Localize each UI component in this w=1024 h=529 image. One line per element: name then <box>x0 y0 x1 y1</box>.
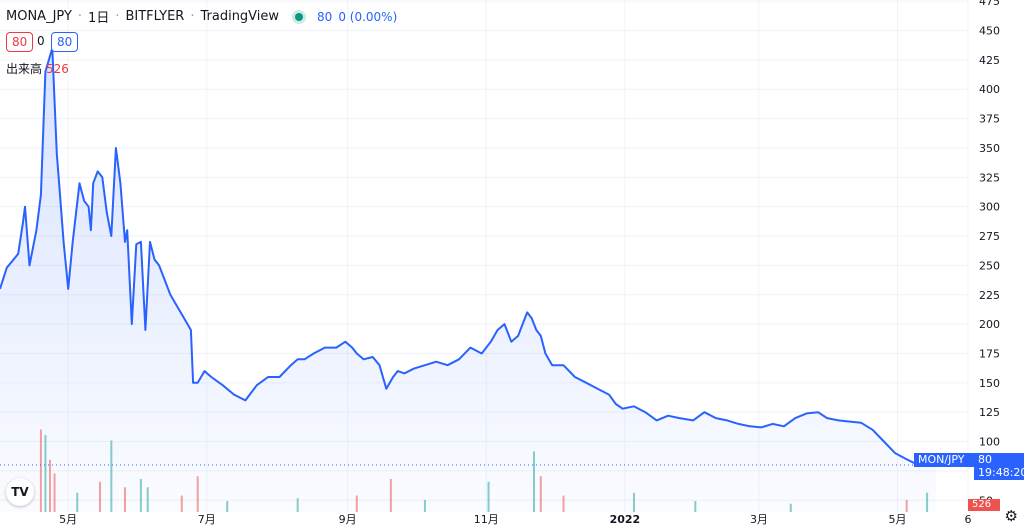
x-tick-label: 3月 <box>750 513 768 526</box>
spread-value: 0 <box>37 32 45 50</box>
sell-button[interactable]: 80 <box>6 32 34 52</box>
x-tick-label: 6 <box>965 513 972 526</box>
volume-legend: 出来高 526 <box>6 60 69 77</box>
y-axis[interactable]: 5075100125150175200225250275300325350375… <box>979 0 1000 507</box>
price-badge-value: 80 <box>974 453 1024 467</box>
price-badge-time: 19:48:20 <box>974 466 1024 480</box>
price-line <box>0 47 937 466</box>
price-badge-symbol: MON/JPY <box>914 453 976 467</box>
y-tick-label: 100 <box>979 436 1000 449</box>
y-tick-label: 350 <box>979 142 1000 155</box>
symbol-header: MONA_JPY · 1日 · BITFLYER · TradingView 8… <box>6 7 397 26</box>
y-tick-label: 300 <box>979 201 1000 214</box>
last-price: 80 <box>317 9 333 24</box>
separator: · <box>77 9 83 24</box>
y-tick-label: 200 <box>979 318 1000 331</box>
volume-value: 526 <box>46 62 69 76</box>
y-tick-label: 325 <box>979 171 1000 184</box>
price-area-fill <box>0 48 937 512</box>
interval[interactable]: 1日 <box>88 11 110 26</box>
x-tick-label: 9月 <box>339 513 357 526</box>
y-tick-label: 125 <box>979 406 1000 419</box>
x-tick-label: 5月 <box>889 513 907 526</box>
symbol-name[interactable]: MONA_JPY <box>6 9 72 24</box>
y-tick-label: 175 <box>979 347 1000 360</box>
source: TradingView <box>200 9 280 24</box>
y-tick-label: 425 <box>979 54 1000 67</box>
price-change: 0 (0.00%) <box>338 9 398 24</box>
y-tick-label: 275 <box>979 230 1000 243</box>
y-tick-label: 450 <box>979 25 1000 38</box>
y-tick-label: 150 <box>979 377 1000 390</box>
tradingview-logo[interactable]: TV <box>6 478 34 506</box>
x-tick-label: 7月 <box>198 513 216 526</box>
market-status-icon[interactable] <box>295 12 304 21</box>
x-tick-label: 2022 <box>610 513 641 526</box>
y-tick-label: 250 <box>979 259 1000 272</box>
y-tick-label: 225 <box>979 289 1000 302</box>
exchange: BITFLYER <box>125 9 185 24</box>
separator: · <box>115 9 120 24</box>
x-axis[interactable]: 5月 7月 9月 11月 2022 3月 5月 6 <box>59 513 971 526</box>
x-tick-label: 5月 <box>59 513 77 526</box>
volume-label: 出来高 <box>6 62 43 76</box>
separator: · <box>190 9 195 24</box>
volume-badge: 526 <box>968 499 1000 511</box>
x-tick-label: 11月 <box>474 513 499 526</box>
gear-icon[interactable]: ⚙ <box>1004 507 1018 525</box>
buy-button[interactable]: 80 <box>51 32 79 52</box>
y-tick-label: 375 <box>979 113 1000 126</box>
y-tick-label: 400 <box>979 83 1000 96</box>
y-tick-label: 475 <box>979 0 1000 8</box>
